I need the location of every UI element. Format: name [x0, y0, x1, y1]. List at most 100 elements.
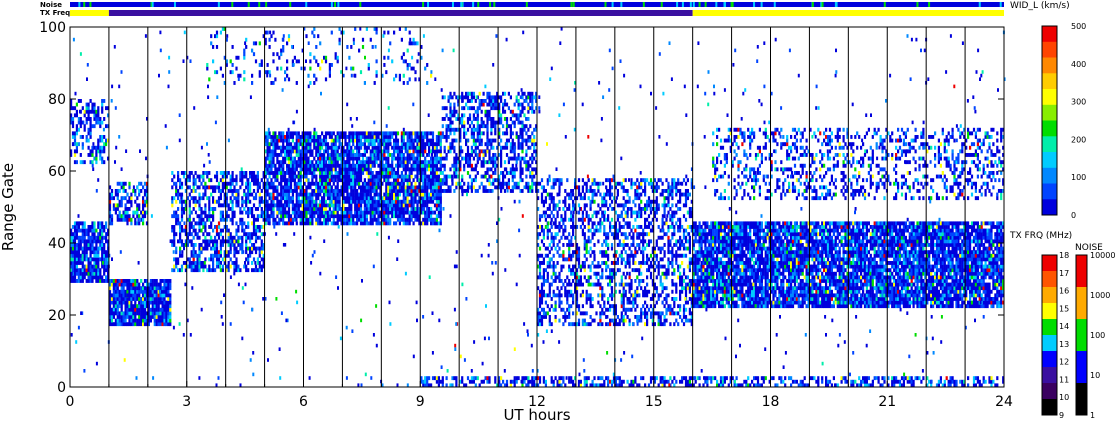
echo-cell [531, 181, 534, 186]
echo-cell [97, 239, 100, 244]
echo-cell [179, 250, 182, 255]
echo-cell [177, 192, 180, 197]
echo-cell [488, 142, 491, 147]
echo-cell [105, 250, 108, 255]
echo-cell [373, 163, 376, 168]
echo-cell [128, 207, 131, 211]
echo-cell [161, 307, 164, 312]
echo-cell [548, 264, 551, 269]
echo-cell [498, 102, 501, 107]
echo-cell [410, 207, 413, 211]
echo-cell [379, 214, 382, 219]
echo-cell [202, 221, 205, 226]
echo-cell [560, 217, 563, 222]
echo-cell [414, 149, 417, 154]
echo-cell [482, 163, 485, 168]
echo-cell [500, 149, 503, 154]
echo-cell [334, 156, 337, 161]
echo-cell [385, 196, 388, 201]
echo-cell [286, 163, 289, 168]
echo-cell [396, 214, 400, 219]
echo-cell [422, 138, 425, 143]
echo-cell [428, 214, 431, 219]
echo-cell [371, 131, 374, 136]
echo-cell [575, 253, 579, 258]
echo-cell [393, 207, 396, 211]
echo-cell [297, 156, 300, 161]
echo-cell [340, 189, 343, 193]
echo-cell [291, 178, 294, 183]
echo-cell [554, 178, 557, 183]
echo-cell [336, 203, 339, 208]
noise-bar-tick [676, 2, 679, 7]
echo-cell [284, 145, 287, 150]
echo-cell [441, 178, 444, 183]
echo-cell [122, 286, 125, 291]
echo-cell [373, 142, 376, 147]
echo-cell [527, 163, 530, 168]
echo-cell [550, 282, 553, 287]
echo-cell [494, 95, 497, 100]
echo-cell [408, 221, 411, 226]
echo-cell [330, 142, 333, 147]
echo-cell [550, 232, 553, 237]
echo-cell [453, 174, 456, 179]
echo-cell [311, 196, 314, 201]
txfreq-segment [692, 10, 1004, 16]
echo-cell [256, 171, 259, 175]
echo-cell [342, 178, 345, 183]
echo-cell [180, 210, 184, 215]
echo-cell [552, 207, 555, 211]
echo-cell [367, 196, 370, 201]
echo-cell [533, 127, 536, 132]
echo-cell [342, 185, 345, 190]
echo-cell [179, 235, 182, 240]
echo-cell [208, 207, 211, 211]
echo-cell [443, 145, 446, 150]
echo-cell [414, 210, 417, 215]
echo-cell [326, 153, 330, 157]
echo-cell [313, 171, 316, 175]
echo-cell [344, 153, 347, 157]
echo-cell [550, 225, 553, 229]
echo-cell [79, 135, 82, 139]
echo-cell [552, 239, 555, 244]
echo-cell [550, 239, 553, 244]
echo-cell [194, 196, 197, 201]
echo-cell [215, 239, 219, 244]
echo-cell [418, 135, 421, 139]
echo-cell [284, 174, 287, 179]
echo-cell [556, 210, 559, 215]
echo-cell [200, 214, 203, 219]
echo-cell [309, 153, 312, 157]
echo-cell [342, 192, 345, 197]
echo-cell [297, 138, 300, 143]
echo-cell [365, 192, 368, 197]
echo-cell [258, 203, 261, 208]
echo-cell [391, 167, 394, 172]
echo-cell [369, 178, 372, 183]
echo-cell [350, 221, 353, 226]
echo-cell [480, 109, 483, 114]
echo-cell [278, 131, 281, 136]
echo-cell [270, 178, 273, 183]
echo-cell [344, 163, 347, 168]
echo-cell [330, 221, 333, 226]
echo-cell [155, 307, 158, 312]
echo-cell [147, 289, 150, 294]
echo-cell [430, 174, 433, 179]
echo-cell [531, 156, 534, 161]
echo-cell [363, 217, 366, 222]
echo-cell [332, 217, 335, 222]
echo-cell [324, 199, 328, 204]
echo-cell [73, 228, 77, 233]
echo-cell [198, 268, 201, 273]
echo-cell [101, 156, 104, 161]
echo-cell [439, 192, 442, 197]
echo-cell [313, 142, 316, 147]
echo-cell [328, 203, 331, 208]
echo-cell [321, 160, 324, 165]
echo-cell [215, 228, 219, 233]
echo-cell [383, 174, 386, 179]
echo-cell [570, 257, 573, 262]
